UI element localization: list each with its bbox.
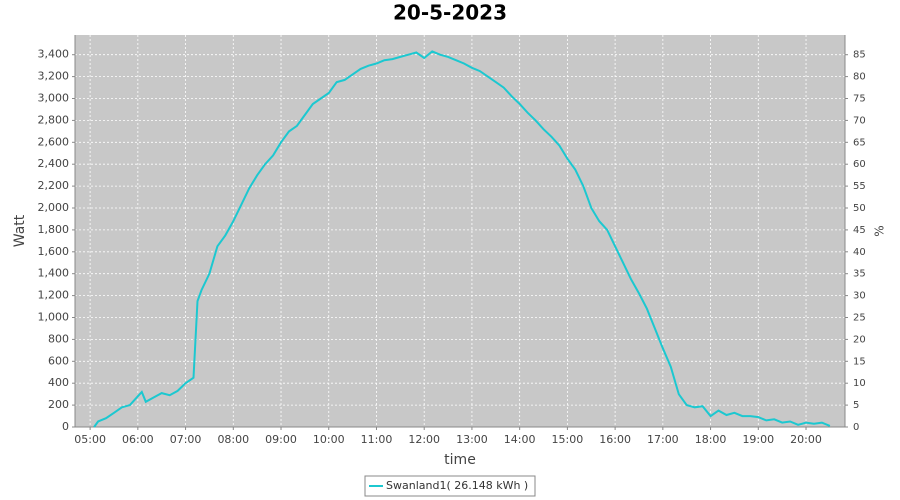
x-tick-label: 12:00 xyxy=(408,433,440,446)
x-tick-label: 09:00 xyxy=(265,433,297,446)
x-tick-label: 08:00 xyxy=(217,433,249,446)
x-tick-label: 18:00 xyxy=(695,433,727,446)
y-tick-label: 1,600 xyxy=(38,245,70,258)
y2-tick-label: 25 xyxy=(853,313,866,324)
x-tick-label: 07:00 xyxy=(170,433,202,446)
x-tick-label: 13:00 xyxy=(456,433,488,446)
x-tick-label: 14:00 xyxy=(504,433,536,446)
y-tick-label: 1,200 xyxy=(38,289,70,302)
plot-area xyxy=(75,35,845,427)
y2-tick-label: 60 xyxy=(853,159,866,170)
y-tick-label: 3,400 xyxy=(38,48,70,61)
legend-box xyxy=(364,475,536,497)
y2-tick-label: 45 xyxy=(853,225,866,236)
y-tick-label: 3,000 xyxy=(38,92,70,105)
y2-tick-label: 0 xyxy=(853,422,859,433)
y2-tick-label: 40 xyxy=(853,247,866,258)
y2-tick-label: 85 xyxy=(853,50,866,61)
y2-tick-label: 55 xyxy=(853,181,866,192)
x-tick-label: 17:00 xyxy=(647,433,679,446)
y-tick-label: 2,200 xyxy=(38,179,70,192)
x-tick-label: 06:00 xyxy=(122,433,154,446)
x-tick-label: 20:00 xyxy=(790,433,822,446)
y2-tick-label: 70 xyxy=(853,115,866,126)
chart-title: 20-5-2023 xyxy=(393,1,507,25)
y-tick-label: 0 xyxy=(62,420,69,433)
y-tick-label: 400 xyxy=(48,376,69,389)
y-tick-label: 800 xyxy=(48,332,69,345)
y2-tick-label: 15 xyxy=(853,356,866,367)
y-tick-label: 3,200 xyxy=(38,70,70,83)
y2-tick-label: 20 xyxy=(853,334,866,345)
series-line xyxy=(93,50,831,428)
y2-tick-label: 10 xyxy=(853,378,866,389)
y2-tick-label: 30 xyxy=(853,291,866,302)
y2-tick-label: 65 xyxy=(853,137,866,148)
x-tick-label: 16:00 xyxy=(599,433,631,446)
legend-label: Swanland1( 26.148 kWh ) xyxy=(386,479,528,492)
y-tick-label: 2,400 xyxy=(38,157,70,170)
y2-tick-label: 5 xyxy=(853,400,859,411)
x-tick-label: 19:00 xyxy=(742,433,774,446)
y-tick-label: 2,800 xyxy=(38,113,70,126)
y2-tick-label: 75 xyxy=(853,94,866,105)
y-tick-label: 200 xyxy=(48,398,69,411)
y-tick-label: 1,800 xyxy=(38,223,70,236)
y2-tick-label: 80 xyxy=(853,72,866,83)
y2-tick-label: 50 xyxy=(853,203,866,214)
y-tick-label: 2,000 xyxy=(38,201,70,214)
y-tick-label: 600 xyxy=(48,354,69,367)
y2-tick-label: 35 xyxy=(853,269,866,280)
x-tick-label: 11:00 xyxy=(361,433,393,446)
x-tick-label: 05:00 xyxy=(74,433,106,446)
y2-axis-label: % xyxy=(873,225,887,236)
x-tick-label: 10:00 xyxy=(313,433,345,446)
y-tick-label: 2,600 xyxy=(38,135,70,148)
y-tick-label: 1,400 xyxy=(38,267,70,280)
y-tick-label: 1,000 xyxy=(38,311,70,324)
y-axis-label: Watt xyxy=(12,214,28,247)
x-tick-label: 15:00 xyxy=(552,433,584,446)
x-axis-label: time xyxy=(444,452,476,468)
